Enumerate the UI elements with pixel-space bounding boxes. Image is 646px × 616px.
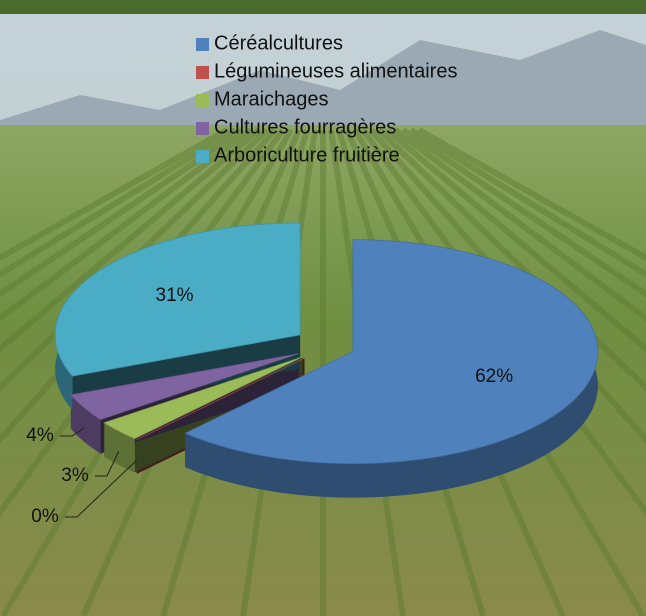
legend-label: Maraichages	[214, 88, 329, 110]
leader-line	[95, 451, 120, 477]
data-label: 3%	[61, 465, 89, 486]
mountains	[0, 30, 646, 140]
pie: 62% 0%3% 4% 31%	[26, 222, 599, 527]
legend-label: Cultures fourragères	[214, 116, 396, 138]
top-band	[0, 0, 646, 14]
legend-swatch	[196, 150, 209, 163]
slice	[70, 353, 299, 420]
legend-swatch	[196, 66, 209, 79]
legend: Céréalcultures Légumineuses alimentaires M…	[196, 32, 457, 166]
slice	[184, 239, 599, 465]
leader-line	[60, 427, 85, 437]
slice	[103, 356, 303, 439]
slice-side	[185, 239, 598, 498]
data-label: 31%	[156, 285, 194, 306]
legend-label: Céréalcultures	[214, 32, 343, 54]
slice	[54, 222, 301, 377]
legend-swatch	[196, 94, 209, 107]
slice	[136, 357, 305, 441]
data-label: 0%	[31, 506, 59, 527]
legend-label: Légumineuses alimentaires	[214, 60, 457, 82]
legend-swatch	[196, 122, 209, 135]
leader-line	[65, 459, 138, 518]
data-label: 4%	[26, 425, 54, 446]
legend-label: Arboriculture fruitière	[214, 144, 400, 166]
slice-side	[70, 394, 101, 454]
legend-swatch	[196, 38, 209, 51]
data-label: 62%	[475, 366, 513, 387]
